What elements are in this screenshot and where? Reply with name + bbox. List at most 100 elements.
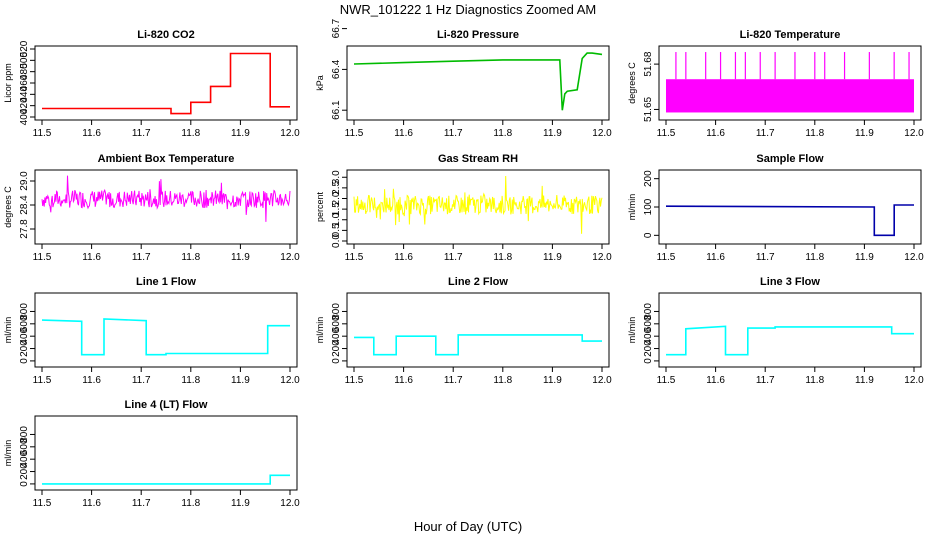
x-tick-label: 12.0	[904, 252, 924, 263]
panel-li-820-co2: Li-820 CO2 11.5 11.6 11.7 11.8 11.9 12.0 400420…	[3, 29, 300, 139]
y-axis-label: Licor ppm	[3, 63, 13, 103]
x-tick-label: 12.0	[592, 375, 612, 386]
y-tick-label: 520	[19, 40, 30, 57]
series-line	[42, 474, 290, 485]
x-tick-label: 11.6	[394, 128, 413, 139]
panel-title: Ambient Box Temperature	[98, 153, 235, 165]
x-tick-label: 11.5	[33, 498, 52, 509]
x-tick-label: 12.0	[280, 252, 300, 263]
y-tick-label: 800	[19, 303, 30, 320]
x-tick-label: 11.8	[493, 375, 512, 386]
y-tick-label: 29.0	[19, 171, 30, 191]
panel-title: Line 4 (LT) Flow	[125, 399, 208, 411]
panel-title: Line 3 Flow	[760, 276, 820, 288]
series-line	[353, 52, 603, 111]
y-axis-label: kPa	[315, 75, 325, 91]
series-line	[353, 175, 603, 234]
x-tick-label: 12.0	[904, 375, 924, 386]
x-tick-label: 11.9	[231, 498, 250, 509]
y-tick-label: 200	[19, 463, 30, 480]
x-tick-label: 11.5	[657, 128, 676, 139]
x-tick-label: 11.6	[82, 252, 101, 263]
panel-line-3-flow: Line 3 Flow 11.5 11.6 11.7 11.8 11.9 12.0 02004…	[627, 276, 924, 386]
panel-ambient-box-temperature: Ambient Box Temperature 11.5 11.6 11.7 11.8 1…	[3, 153, 300, 263]
x-tick-label: 11.9	[855, 375, 874, 386]
plot-frame	[34, 292, 298, 368]
x-tick-label: 11.5	[657, 252, 676, 263]
x-tick-label: 12.0	[280, 498, 300, 509]
x-tick-label: 11.7	[132, 375, 151, 386]
y-tick-label: 66.1	[331, 100, 342, 120]
x-tick-label: 11.9	[855, 128, 874, 139]
x-tick-label: 11.5	[345, 252, 364, 263]
x-tick-label: 11.8	[805, 128, 824, 139]
x-tick-label: 11.8	[181, 375, 200, 386]
x-tick-label: 11.6	[82, 375, 101, 386]
x-tick-label: 11.5	[33, 252, 52, 263]
y-tick-label: 600	[643, 315, 654, 332]
x-tick-label: 12.0	[280, 375, 300, 386]
x-tick-label: 11.8	[181, 498, 200, 509]
y-tick-label: 200	[643, 170, 654, 187]
x-tick-label: 11.8	[493, 252, 512, 263]
y-tick-label: 51.68	[643, 51, 654, 76]
x-tick-label: 11.8	[181, 128, 200, 139]
y-tick-label: 800	[643, 303, 654, 320]
x-tick-label: 11.7	[756, 375, 775, 386]
x-tick-label: 11.6	[394, 375, 413, 386]
panel-gas-stream-rh: Gas Stream RH 11.5 11.6 11.7 11.8 11.9 12.0 0.0…	[315, 153, 612, 263]
panel-title: Line 1 Flow	[136, 276, 196, 288]
x-tick-label: 11.6	[706, 252, 725, 263]
x-tick-label: 11.5	[33, 128, 52, 139]
x-tick-label: 11.7	[756, 128, 775, 139]
y-axis-label: ml/min	[3, 317, 13, 344]
x-tick-label: 11.7	[132, 498, 151, 509]
y-axis-label: ml/min	[627, 317, 637, 344]
y-tick-label: 500	[19, 52, 30, 69]
y-tick-label: 420	[19, 97, 30, 114]
y-tick-label: 600	[19, 438, 30, 455]
x-tick-label: 11.7	[132, 252, 151, 263]
x-tick-label: 11.9	[543, 128, 562, 139]
panel-title: Sample Flow	[756, 153, 824, 165]
y-tick-label: 600	[331, 315, 342, 332]
y-tick-label: 400	[19, 450, 30, 467]
plot-frame	[346, 45, 610, 121]
x-tick-label: 11.6	[706, 128, 725, 139]
x-tick-label: 11.8	[805, 375, 824, 386]
y-tick-label: 0	[643, 358, 654, 364]
x-tick-label: 11.7	[132, 128, 151, 139]
series-line	[665, 204, 914, 237]
y-tick-label: 440	[19, 86, 30, 103]
y-tick-label: 480	[19, 63, 30, 80]
y-tick-label: 27.8	[19, 219, 30, 239]
y-tick-label: 200	[643, 340, 654, 357]
plot-frame	[34, 169, 298, 245]
x-tick-label: 12.0	[592, 252, 612, 263]
y-axis-label: ml/min	[627, 194, 637, 221]
y-axis-label: percent	[315, 191, 325, 222]
x-tick-label: 11.9	[231, 252, 250, 263]
y-tick-label: 2.5	[331, 180, 342, 194]
x-tick-label: 11.6	[706, 375, 725, 386]
y-tick-label: 100	[643, 198, 654, 215]
y-tick-label: 0.0	[331, 234, 342, 248]
x-tick-label: 12.0	[904, 128, 924, 139]
y-tick-label: 0	[19, 358, 30, 364]
x-tick-label: 11.7	[444, 252, 463, 263]
x-tick-label: 11.6	[82, 498, 101, 509]
y-tick-label: 200	[19, 340, 30, 357]
y-tick-label: 66.7	[331, 18, 342, 38]
panel-title: Li-820 Temperature	[740, 29, 841, 41]
y-axis-label: degrees C	[3, 186, 13, 228]
x-tick-label: 11.6	[82, 128, 101, 139]
x-tick-label: 11.5	[657, 375, 676, 386]
panel-li-820-pressure: Li-820 Pressure 11.5 11.6 11.7 11.8 11.9 12.0 6…	[315, 18, 612, 139]
y-tick-label: 0	[19, 481, 30, 487]
plot-frame	[34, 415, 298, 491]
series-line	[354, 334, 602, 356]
figure-title: NWR_101222 1 Hz Diagnostics Zoomed AM	[340, 2, 597, 17]
y-tick-label: 400	[643, 327, 654, 344]
series-line	[42, 52, 290, 115]
